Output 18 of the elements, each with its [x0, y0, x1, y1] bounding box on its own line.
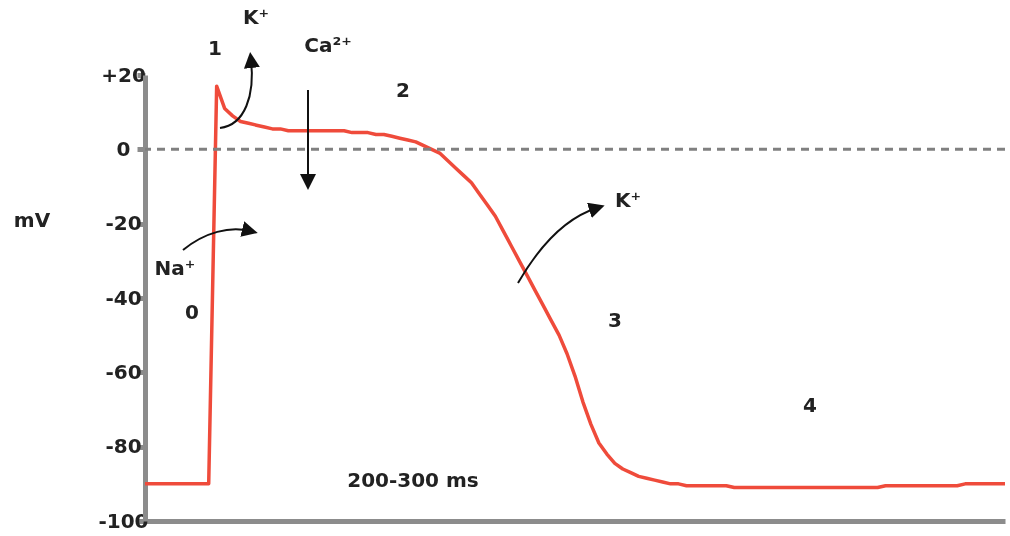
- annotation: 2: [396, 78, 410, 102]
- line-series: [143, 84, 1007, 490]
- annotation: 0: [185, 300, 199, 324]
- y-tick-label: +20: [101, 62, 146, 87]
- text: K⁺: [242, 5, 270, 29]
- annotation: 200-300 ms: [347, 468, 479, 492]
- text: 1: [208, 36, 222, 60]
- y-tick-label: -60: [105, 359, 142, 384]
- y-tick-label: -40: [105, 285, 142, 310]
- annotation: K⁺: [614, 188, 642, 212]
- y-tick-label: -80: [105, 434, 142, 459]
- annotation: 4: [803, 393, 817, 417]
- text: Ca²⁺: [304, 33, 352, 57]
- y-tick-label: 0: [116, 136, 131, 161]
- annotation: Na⁺: [154, 256, 196, 280]
- y-tick-label: -20: [105, 211, 142, 236]
- annotation: 3: [608, 308, 622, 332]
- y-axis-title: mV: [13, 208, 51, 232]
